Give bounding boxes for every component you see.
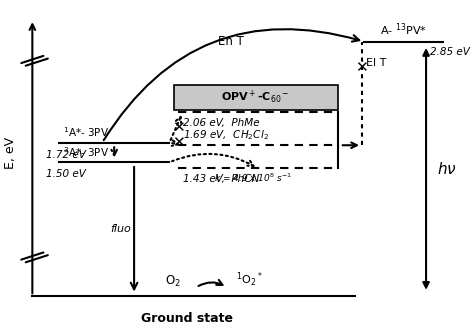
Text: ✕: ✕: [172, 134, 185, 150]
Text: OPV$^+$-C$_{60}$$^-$: OPV$^+$-C$_{60}$$^-$: [221, 89, 290, 107]
Text: ✕: ✕: [356, 60, 368, 75]
Text: ✕: ✕: [172, 120, 185, 135]
Text: fluo: fluo: [110, 224, 131, 234]
Text: E, eV: E, eV: [4, 137, 17, 169]
Text: 1.50 eV: 1.50 eV: [46, 169, 85, 179]
Text: $^3$A*- 3PV: $^3$A*- 3PV: [64, 145, 109, 159]
Text: 2.85 eV: 2.85 eV: [430, 47, 470, 57]
Text: 1.69 eV,  CH$_2$Cl$_2$: 1.69 eV, CH$_2$Cl$_2$: [183, 128, 269, 142]
Text: A- $^{13}$PV*: A- $^{13}$PV*: [381, 21, 428, 38]
Text: El T: El T: [366, 58, 387, 68]
Text: 1.72 eV: 1.72 eV: [46, 150, 85, 160]
Text: $^1$A*- 3PV: $^1$A*- 3PV: [64, 125, 109, 139]
Text: $k$ = 4.9 x 10$^8$ s$^{-1}$: $k$ = 4.9 x 10$^8$ s$^{-1}$: [214, 171, 292, 184]
Text: $^1$O$_2$$^*$: $^1$O$_2$$^*$: [236, 271, 263, 289]
Text: 1.43 eV,  PhCN: 1.43 eV, PhCN: [183, 174, 259, 184]
Text: Ground state: Ground state: [141, 312, 233, 325]
Text: 2.06 eV,  PhMe: 2.06 eV, PhMe: [183, 117, 259, 128]
Bar: [174, 85, 337, 111]
Text: O$_2$: O$_2$: [165, 274, 181, 289]
Text: $h\nu$: $h\nu$: [437, 161, 457, 177]
Text: En T: En T: [219, 35, 245, 48]
